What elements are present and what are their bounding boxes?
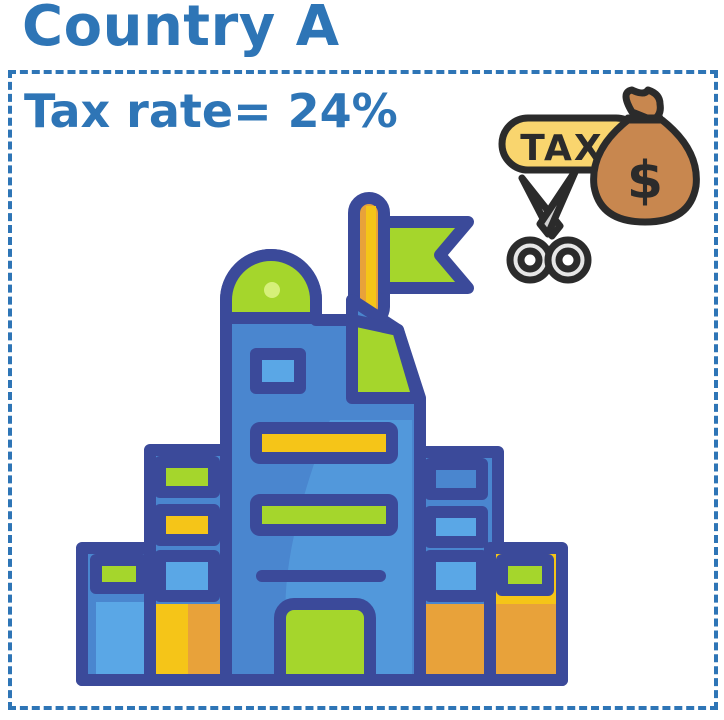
tax-rate-label: Tax rate= 24% <box>24 84 398 138</box>
flag-icon <box>348 192 474 328</box>
page-title: Country A <box>22 0 340 59</box>
country-panel <box>8 70 718 710</box>
building-icon <box>76 192 568 686</box>
tax-text: TAX <box>520 128 603 169</box>
money-bag-icon: $ <box>590 86 700 226</box>
scissors-icon <box>506 166 592 284</box>
tax-cut-icon: TAX $ <box>498 86 700 284</box>
dollar-symbol: $ <box>627 151 663 211</box>
